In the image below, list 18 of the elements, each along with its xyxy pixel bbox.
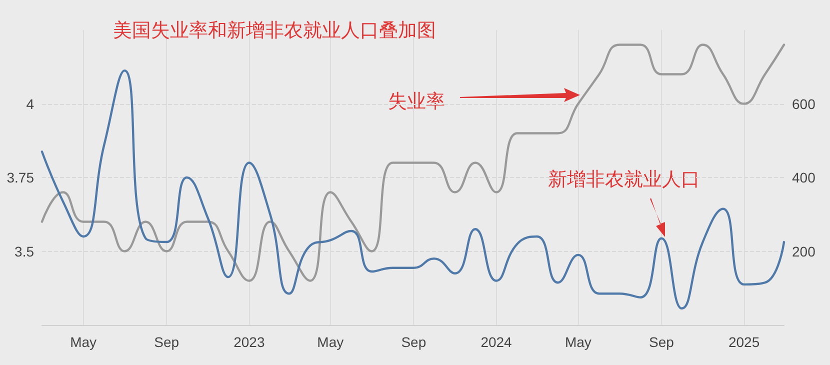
x-tick-label: Sep (154, 334, 180, 350)
x-tick-label: 2025 (728, 334, 760, 350)
x-tick-label: 2024 (480, 334, 512, 350)
y2-tick-label: 400 (792, 170, 816, 186)
y-tick-label: 3.75 (6, 170, 34, 186)
x-tick-label: Sep (649, 334, 674, 350)
y-tick-label: 3.5 (14, 243, 34, 260)
y2-tick-label: 600 (792, 96, 816, 112)
y-tick-label: 4 (26, 96, 34, 112)
chart-title: 美国失业率和新增非农就业人口叠加图 (113, 20, 436, 42)
y2-tick-label: 200 (792, 243, 816, 260)
line-series (40, 44, 786, 282)
x-tick-label: 2023 (234, 334, 265, 350)
x-tick-label: May (564, 334, 592, 350)
x-tick-label: May (317, 334, 344, 350)
line-series (40, 69, 786, 310)
x-tick-label: May (70, 334, 97, 350)
x-tick-label: Sep (401, 334, 426, 350)
